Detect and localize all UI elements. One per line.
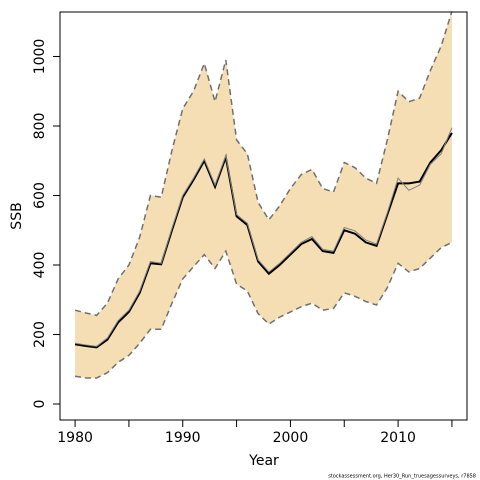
x-tick-label: 1980 [57,430,93,446]
y-tick-label: 600 [32,182,48,209]
y-tick-label: 0 [32,400,48,409]
x-tick-label: 1990 [165,430,201,446]
x-tick-label: 2000 [273,430,309,446]
y-tick-label: 1000 [32,39,48,75]
footnote: stockassessment.org, Her30_Run_truesages… [328,474,476,480]
ssb-line [74,132,453,349]
y-tick-label: 800 [32,113,48,140]
y-axis-label: SSB [9,202,25,229]
y-tick-label: 400 [32,252,48,279]
ssb-line [74,127,453,347]
y-tick-label: 200 [32,321,48,348]
x-axis-label: Year [248,453,279,469]
x-tick-label: 2010 [380,430,416,446]
confidence-band [75,11,452,378]
bound-line [74,11,453,317]
bound-line [74,241,453,379]
